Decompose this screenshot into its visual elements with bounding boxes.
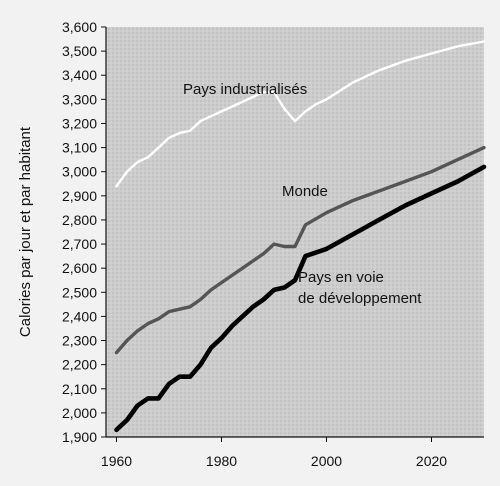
y-tick-label: 2,000	[62, 405, 97, 421]
x-tick-label: 2020	[416, 453, 447, 469]
y-tick-label: 2,200	[62, 357, 97, 373]
x-axis: 1960 1980 2000 2020	[101, 437, 447, 469]
y-tick-label: 3,400	[62, 67, 97, 83]
annotation-developing-line1: Pays en voie	[298, 269, 384, 286]
y-tick-label: 3,100	[62, 140, 97, 156]
y-tick-label: 3,500	[62, 43, 97, 59]
plot-area	[106, 27, 484, 437]
y-tick-label: 2,500	[62, 284, 97, 300]
y-axis-label: Calories par jour et par habitant	[17, 126, 34, 337]
series-line-world	[114, 145, 486, 355]
y-axis: 1,900 2,000 2,100 2,200 2,300 2,400 2,500 2,600…	[62, 19, 106, 445]
y-tick-label: 3,000	[62, 164, 97, 180]
x-tick-label: 2000	[311, 453, 342, 469]
series-line-developing	[114, 164, 487, 433]
y-tick-label: 2,400	[62, 308, 97, 324]
y-tick-label: 2,900	[62, 188, 97, 204]
y-tick-label: 3,300	[62, 91, 97, 107]
y-tick-label: 2,800	[62, 212, 97, 228]
annotation-world: Monde	[282, 183, 328, 200]
annotation-developing-line2: de développement	[298, 290, 422, 307]
x-tick-label: 1960	[101, 453, 132, 469]
annotation-industrialized: Pays industrialisés	[183, 81, 307, 98]
y-tick-label: 2,700	[62, 236, 97, 252]
y-tick-label: 2,100	[62, 381, 97, 397]
y-tick-label: 2,300	[62, 333, 97, 349]
y-tick-label: 1,900	[62, 429, 97, 445]
y-tick-label: 2,600	[62, 260, 97, 276]
x-tick-label: 1980	[206, 453, 237, 469]
series-line-industrialized	[115, 40, 486, 188]
y-tick-label: 3,600	[62, 19, 97, 35]
series-layer	[114, 40, 487, 433]
y-tick-label: 3,200	[62, 115, 97, 131]
